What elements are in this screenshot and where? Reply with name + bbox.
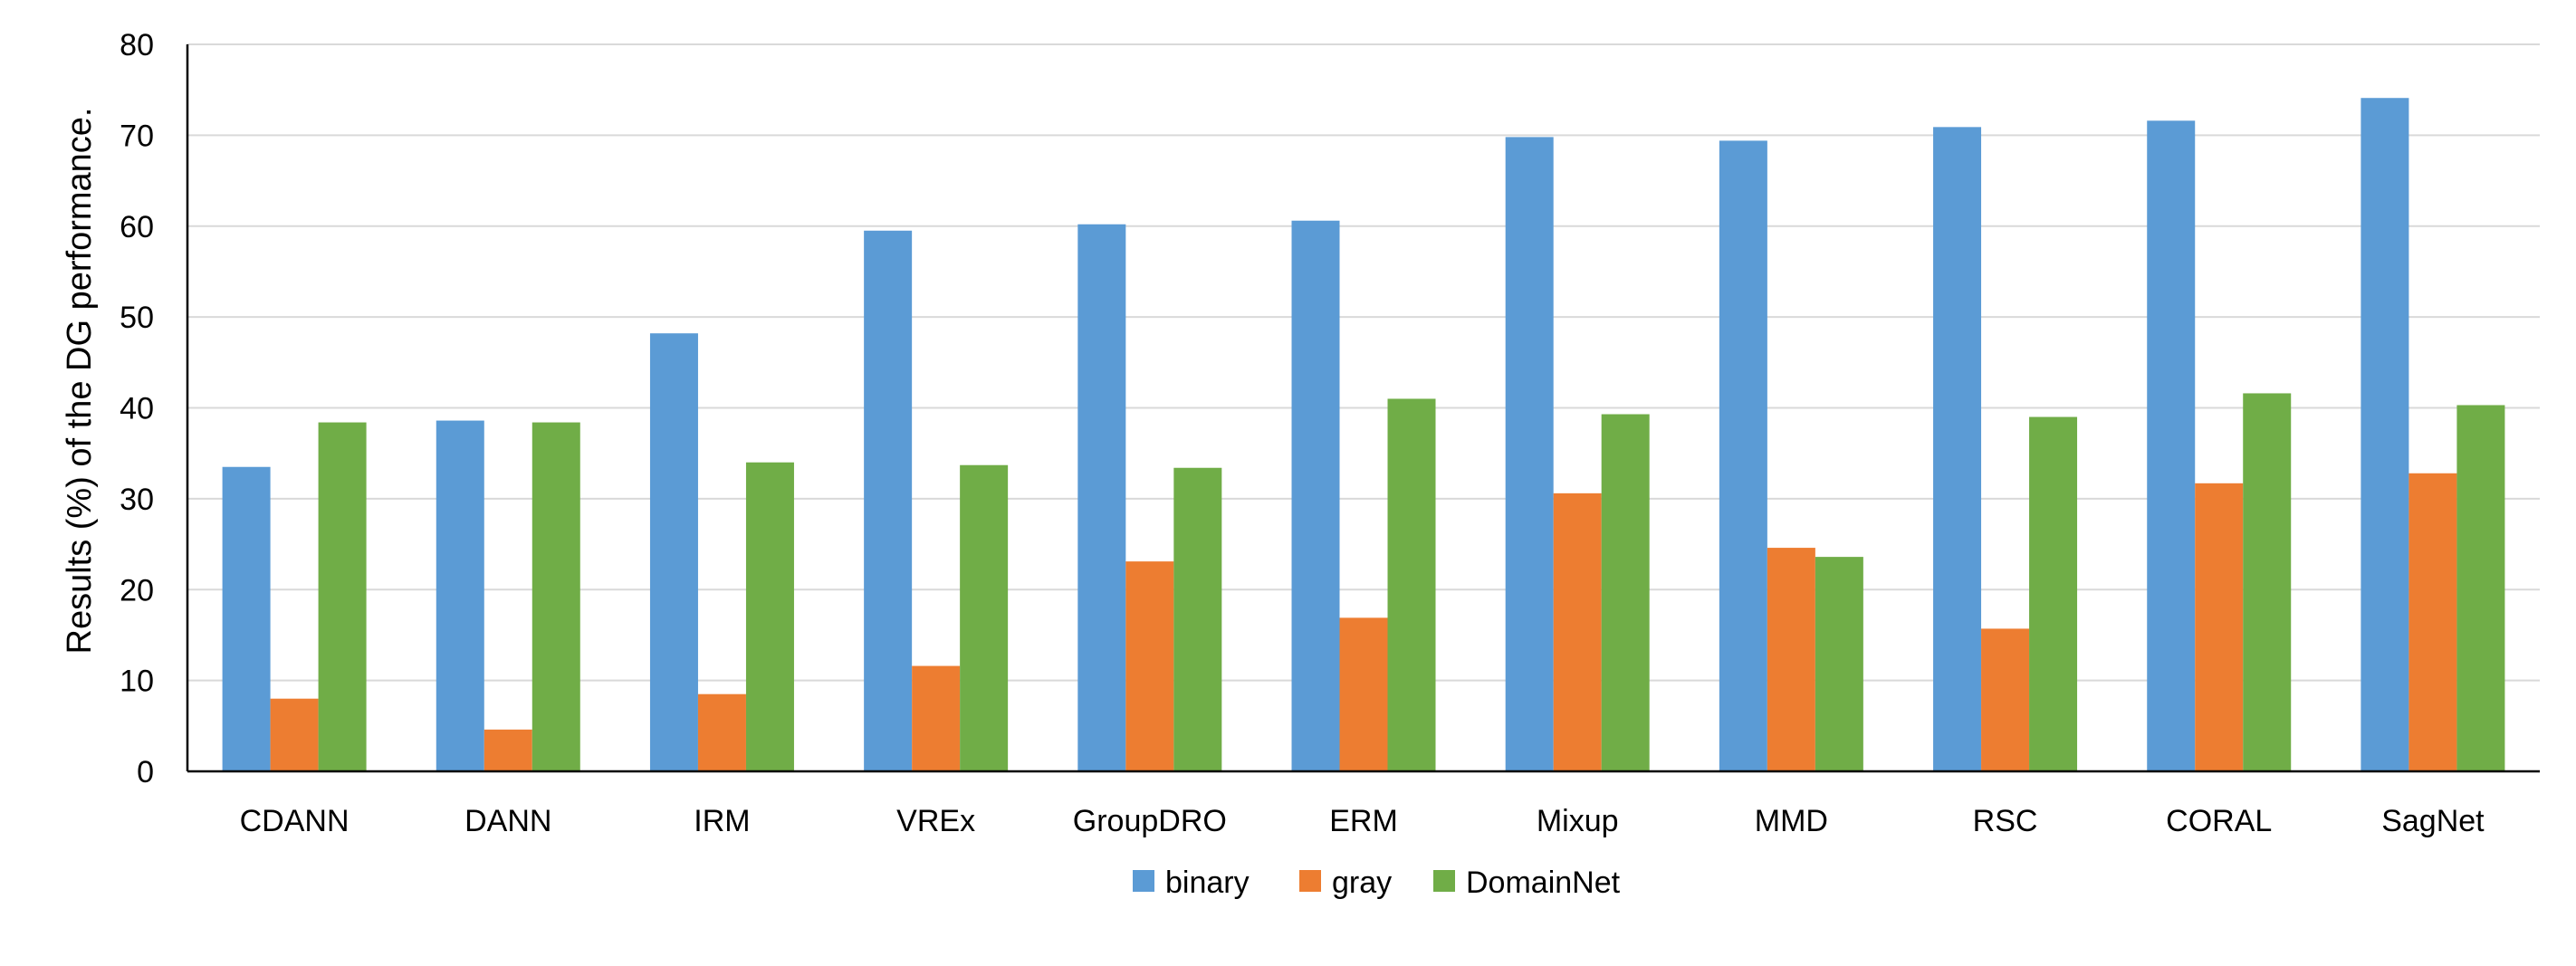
legend-swatch-binary — [1133, 870, 1154, 892]
x-tick-label: IRM — [694, 804, 750, 838]
x-tick-label: GroupDRO — [1073, 804, 1227, 838]
legend-label-binary: binary — [1165, 866, 1250, 900]
bar-domainnet — [745, 462, 794, 771]
bar-gray — [1767, 548, 1815, 771]
legend: binary gray DomainNet — [1133, 866, 1621, 900]
y-tick-label: 50 — [120, 301, 154, 335]
legend-swatch-domainnet — [1433, 870, 1455, 892]
x-tick-label: VREx — [896, 804, 975, 838]
x-tick-label: CDANN — [240, 804, 350, 838]
bar-binary — [1505, 137, 1554, 771]
bar-gray — [2408, 473, 2457, 771]
y-tick-label: 40 — [120, 392, 154, 426]
y-tick-label: 70 — [120, 119, 154, 153]
bar-binary — [864, 230, 913, 772]
x-tick-label: Mixup — [1537, 804, 1619, 838]
x-tick-label: SagNet — [2381, 804, 2485, 838]
bar-binary — [1077, 224, 1126, 771]
bar-binary — [2361, 98, 2409, 771]
bar-gray — [912, 665, 961, 771]
bar-domainnet — [1815, 557, 1863, 771]
bar-domainnet — [960, 464, 1009, 771]
legend-label-domainnet: DomainNet — [1466, 866, 1621, 900]
bar-gray — [484, 729, 532, 771]
bar-binary — [1933, 127, 1982, 771]
legend-label-gray: gray — [1332, 866, 1392, 900]
bar-binary — [2147, 120, 2196, 771]
x-tick-label: CORAL — [2166, 804, 2272, 838]
bar-gray — [697, 693, 746, 771]
bars — [222, 98, 2505, 772]
bar-domainnet — [1601, 414, 1650, 771]
bar-gray — [1125, 561, 1174, 771]
y-tick-label: 10 — [120, 665, 154, 699]
bar-gray — [270, 698, 319, 771]
y-tick-label: 20 — [120, 573, 154, 607]
bar-domainnet — [1387, 398, 1436, 771]
bar-domainnet — [318, 422, 367, 771]
bar-binary — [1719, 140, 1767, 771]
axes — [186, 44, 2540, 773]
bar-domainnet — [2456, 405, 2505, 771]
bar-binary — [649, 333, 698, 771]
bar-domainnet — [1173, 467, 1222, 771]
y-tick-label: 80 — [120, 28, 154, 62]
legend-swatch-gray — [1299, 870, 1321, 892]
bar-gray — [2195, 483, 2244, 771]
bar-gray — [1339, 617, 1388, 771]
x-tick-label: DANN — [464, 804, 551, 838]
bar-domainnet — [2243, 393, 2292, 771]
y-tick-label: 60 — [120, 210, 154, 244]
axis-labels: 0 10 20 30 40 50 60 70 80 Results (%) of the DG p… — [61, 28, 2485, 838]
x-tick-label: MMD — [1755, 804, 1828, 838]
bar-binary — [1291, 220, 1340, 772]
bar-binary — [222, 466, 271, 771]
x-tick-label: RSC — [1973, 804, 2038, 838]
y-tick-label: 30 — [120, 483, 154, 517]
bar-gray — [1553, 493, 1602, 771]
bar-gray — [1981, 628, 2030, 771]
bar-domainnet — [531, 422, 580, 771]
bar-domainnet — [2029, 416, 2078, 771]
y-axis-title: Results (%) of the DG performance. — [61, 108, 99, 655]
bar-binary — [436, 420, 484, 771]
y-tick-label: 0 — [137, 755, 154, 789]
x-tick-label: ERM — [1329, 804, 1398, 838]
